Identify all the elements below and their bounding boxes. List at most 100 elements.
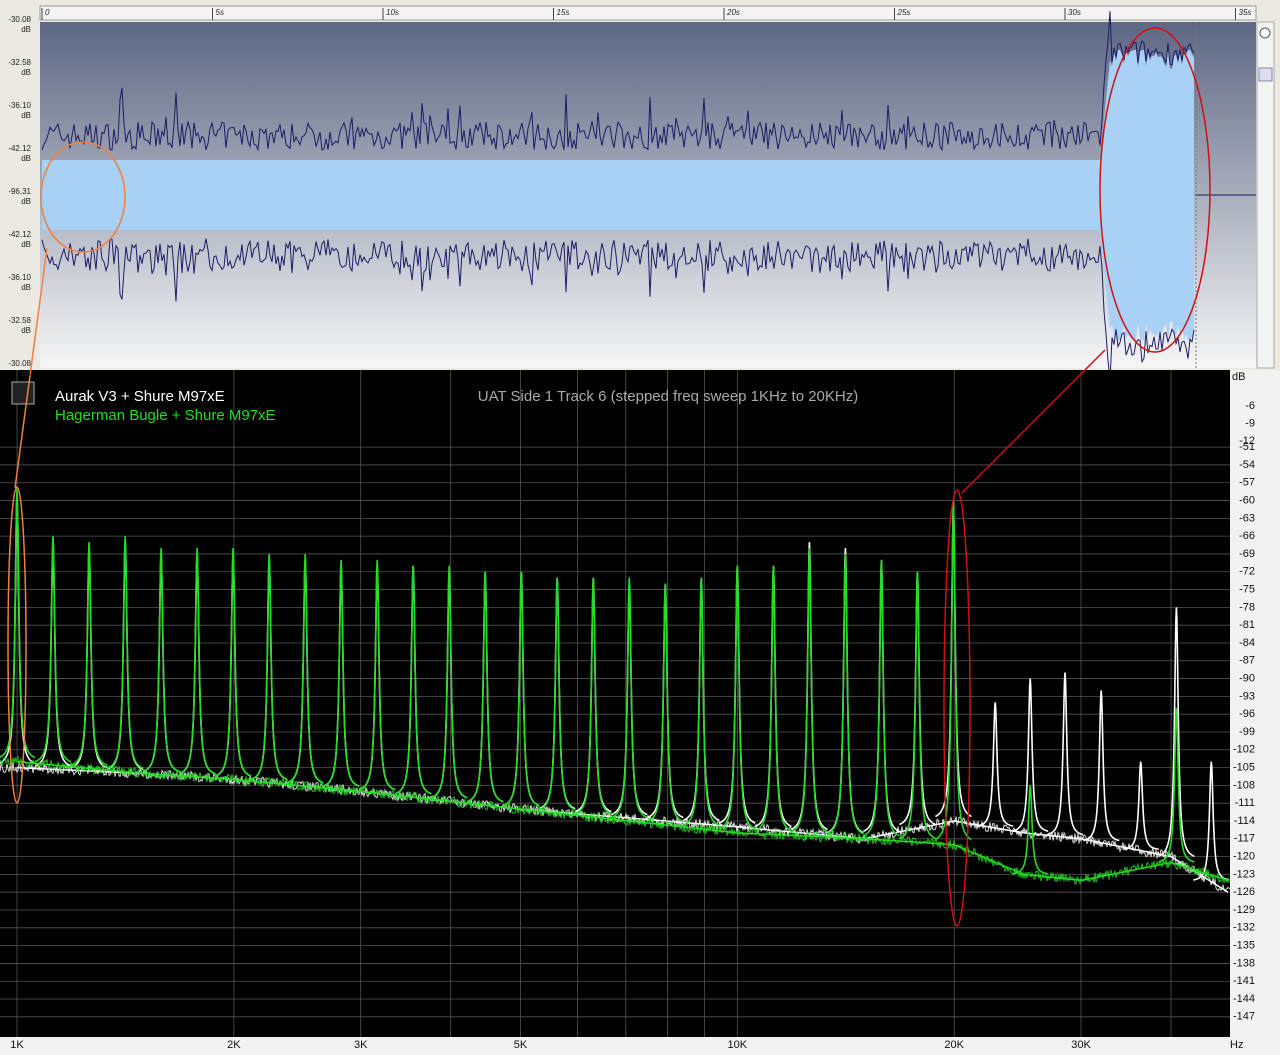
y-tick-label: -96 [1239, 708, 1255, 720]
db-unit: dB [21, 68, 31, 77]
connector [961, 349, 1106, 494]
y-tick-label: -129 [1233, 904, 1255, 916]
y-tick-label: -138 [1233, 957, 1255, 969]
y-tick-label: -135 [1233, 940, 1255, 952]
ruler-label: 0 [45, 8, 50, 17]
y-tick-label: -90 [1239, 672, 1255, 684]
peak [863, 559, 900, 837]
annotations [7, 27, 1211, 927]
peak [610, 577, 648, 819]
y-tick-label: -12 [1239, 435, 1255, 447]
db-unit: dB [21, 369, 31, 378]
peak [250, 553, 288, 781]
peak [503, 571, 540, 807]
y-tick-label: -9 [1245, 417, 1255, 429]
peak [1122, 761, 1159, 851]
peak [394, 565, 432, 795]
y-tick-label: -126 [1233, 886, 1255, 898]
ruler-label: 15s [557, 8, 570, 17]
peak [1046, 672, 1084, 836]
peak [575, 577, 612, 815]
spectrum [0, 488, 1230, 893]
y-tick-label: -141 [1233, 975, 1255, 987]
peak [977, 702, 1014, 827]
x-tick-label: 3K [354, 1039, 368, 1051]
y-tick-label: -144 [1233, 993, 1255, 1005]
y-tick-label: -114 [1234, 815, 1255, 827]
y-tick-label: -117 [1234, 833, 1255, 845]
x-tick-label: 5K [514, 1039, 528, 1051]
db-label: -42.12 [8, 230, 31, 239]
y-tick-label: -102 [1233, 744, 1255, 756]
y-tick-label: -51 [1239, 441, 1255, 453]
y-tick-label: -81 [1239, 619, 1255, 631]
y-tick-label: -72 [1239, 566, 1255, 578]
peak [0, 488, 36, 759]
connector [14, 247, 48, 489]
y-tick-label: -84 [1239, 637, 1255, 649]
db-unit: dB [21, 197, 31, 206]
peak [34, 536, 72, 763]
y-tick-label: -111 [1235, 797, 1255, 809]
y-tick-label: -75 [1239, 583, 1255, 595]
y-tick-label: -87 [1239, 655, 1255, 667]
db-label: -30.08 [8, 15, 31, 24]
y-tick-label: -63 [1239, 512, 1255, 524]
peak [358, 559, 396, 791]
peak [70, 542, 108, 766]
legend-entry: Hagerman Bugle + Shure M97xE [55, 407, 276, 424]
y-tick-label: -99 [1239, 726, 1255, 738]
x-tick-label: 10K [728, 1039, 748, 1051]
analyzer-icon[interactable] [11, 381, 35, 405]
ruler-label: 20s [726, 8, 740, 17]
scroll-button[interactable] [1258, 67, 1273, 82]
peak [827, 553, 864, 835]
db-unit: dB [21, 25, 31, 34]
y-tick-label: -105 [1233, 761, 1255, 773]
waveform-fill [42, 50, 1194, 340]
db-label: -32.58 [8, 316, 31, 325]
grid [0, 370, 1230, 1037]
peak [683, 577, 720, 826]
db-label: -36.10 [8, 101, 31, 110]
waveform-peak [41, 237, 1195, 381]
x-tick-label: 30K [1071, 1039, 1091, 1051]
y-tick-label: -69 [1239, 548, 1255, 560]
peak [538, 577, 576, 811]
peak [1158, 607, 1195, 858]
y-tick-label: -132 [1233, 922, 1255, 934]
db-label: -96.31 [8, 187, 31, 196]
ruler-label: 25s [897, 8, 911, 17]
peak [142, 547, 180, 773]
peak [286, 553, 324, 784]
db-unit: dB [21, 326, 31, 335]
peak [322, 559, 360, 787]
peak [1082, 690, 1120, 842]
peak [1012, 678, 1049, 832]
time-ruler [39, 5, 1257, 21]
y-tick-label: -66 [1239, 530, 1255, 542]
peak [466, 571, 504, 803]
ruler-label: 5s [216, 8, 224, 17]
peak [719, 565, 756, 830]
waveform [41, 11, 1256, 381]
db-label: -32.58 [8, 58, 31, 67]
zoom-knob[interactable] [1259, 27, 1271, 39]
peak [647, 583, 684, 823]
y-tick-label: -57 [1239, 477, 1255, 489]
peak [1158, 708, 1195, 863]
peak [106, 536, 144, 770]
y-tick-label: -60 [1239, 494, 1255, 506]
scrollbar[interactable] [1256, 21, 1275, 369]
db-label: -30.08 [8, 359, 31, 368]
db-unit: dB [21, 283, 31, 292]
ruler-label: 10s [386, 8, 399, 17]
peak [214, 547, 252, 777]
x-tick-label: 2K [227, 1039, 241, 1051]
y-tick-label: -147 [1233, 1011, 1255, 1023]
highlight [943, 489, 971, 927]
db-label: -36.10 [8, 273, 31, 282]
db-unit: dB [21, 111, 31, 120]
peak [790, 542, 828, 831]
